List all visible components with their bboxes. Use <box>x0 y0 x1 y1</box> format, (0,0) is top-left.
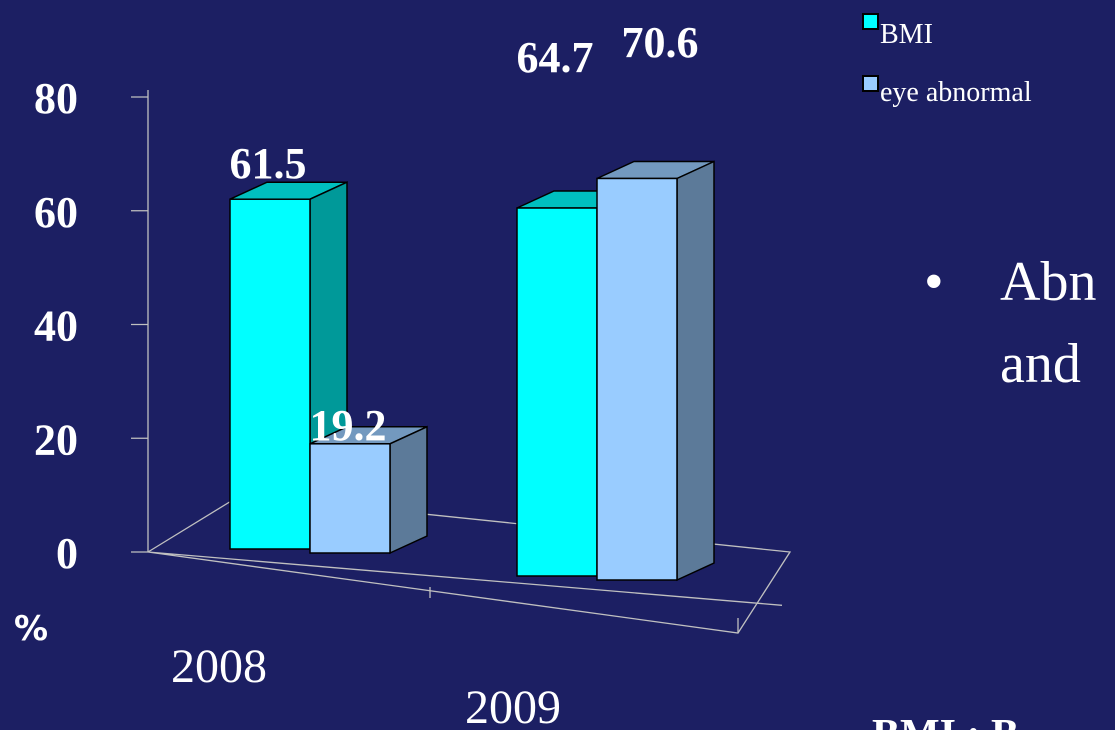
y-tick-label: 60 <box>34 188 78 237</box>
chart-floor <box>147 494 792 634</box>
legend-label-bmi: BMI <box>880 19 933 50</box>
y-tick-label: 40 <box>34 302 78 351</box>
legend-swatch-bmi <box>862 13 879 30</box>
legend-item-eye-abnormal: eye abnormal <box>862 75 1032 108</box>
bar-eye-abnormal-2008 <box>309 425 428 555</box>
bar-front-face <box>516 207 598 577</box>
bullet-icon: • <box>924 251 944 313</box>
data-labels: 61.5 19.2 64.7 70.6 <box>230 18 699 450</box>
legend-item-bmi: BMI <box>862 13 933 50</box>
y-axis: 0 20 40 60 80 2008 2009 <box>34 74 561 730</box>
data-label-eye-abnormal-2008: 19.2 <box>310 401 387 450</box>
x-tick-label: 2009 <box>465 681 561 730</box>
bar-eye-abnormal-2009 <box>596 160 715 582</box>
body-text-line-1: Abn <box>1000 251 1096 313</box>
legend: BMI eye abnormal <box>862 13 1032 108</box>
legend-label-eye-abnormal: eye abnormal <box>880 77 1032 108</box>
data-label-bmi-2008: 61.5 <box>230 139 307 188</box>
bar-front-face <box>229 198 311 550</box>
bars <box>229 160 715 582</box>
body-text-line-2: and <box>1000 333 1081 395</box>
footer-text: BMI : B <box>872 712 1019 730</box>
data-label-bmi-2009: 64.7 <box>517 33 594 82</box>
y-tick-label: 20 <box>34 415 78 464</box>
bar-front-face <box>596 177 678 581</box>
bar-side-face <box>676 160 715 582</box>
y-axis-unit-label: % <box>14 609 48 649</box>
legend-swatch-eye-abnormal <box>862 75 879 92</box>
bar-front-face <box>309 443 391 554</box>
y-tick-label: 0 <box>56 529 78 578</box>
data-label-eye-abnormal-2009: 70.6 <box>622 18 699 67</box>
bar-side-face <box>389 425 428 555</box>
y-tick-label: 80 <box>34 74 78 123</box>
floor-outline <box>147 494 792 634</box>
x-tick-label: 2008 <box>171 640 267 693</box>
